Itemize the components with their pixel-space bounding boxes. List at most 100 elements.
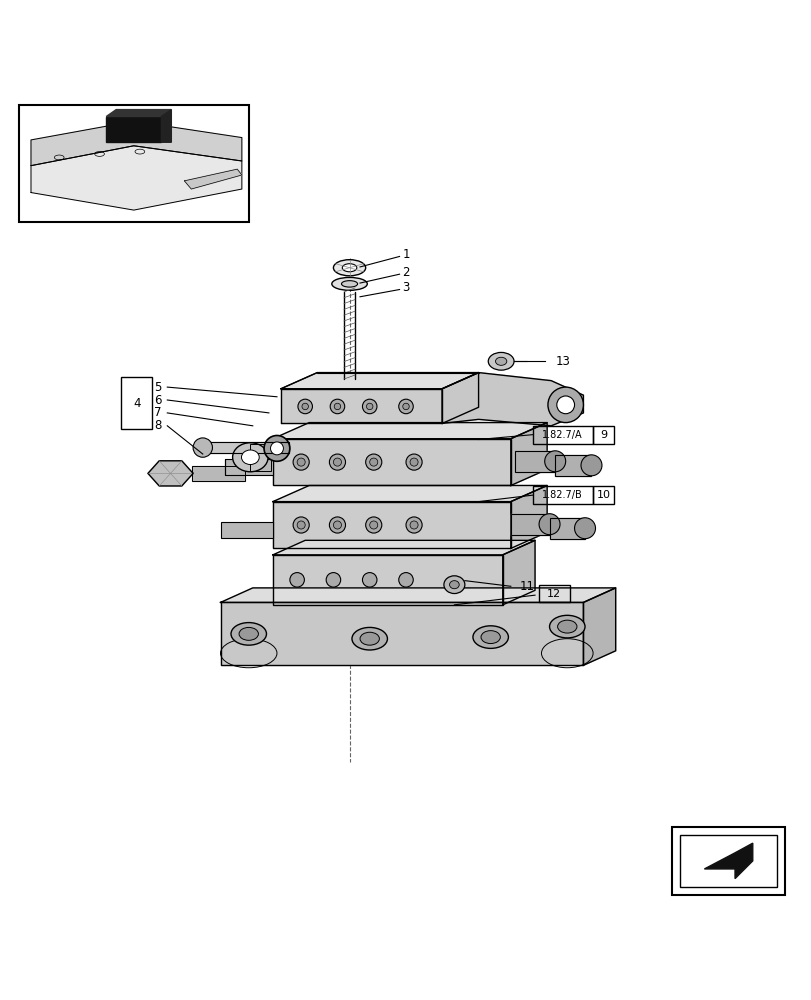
Polygon shape: [161, 110, 171, 142]
Text: 6: 6: [153, 394, 161, 407]
Bar: [514, 451, 555, 472]
Ellipse shape: [362, 399, 376, 414]
Text: 7: 7: [153, 406, 161, 419]
Polygon shape: [272, 485, 547, 502]
Ellipse shape: [581, 455, 601, 476]
Ellipse shape: [238, 627, 258, 640]
Ellipse shape: [359, 632, 379, 645]
Ellipse shape: [539, 514, 560, 535]
Bar: [672, 827, 784, 895]
Ellipse shape: [332, 277, 367, 290]
Ellipse shape: [302, 403, 308, 410]
Ellipse shape: [487, 352, 513, 370]
Bar: [539, 585, 569, 602]
Text: 12: 12: [547, 589, 560, 599]
Text: 1: 1: [401, 248, 410, 261]
Polygon shape: [510, 485, 547, 548]
Bar: [250, 444, 270, 471]
Text: 2: 2: [401, 266, 410, 279]
Ellipse shape: [270, 442, 283, 455]
Polygon shape: [555, 455, 590, 476]
Ellipse shape: [549, 615, 584, 638]
Ellipse shape: [290, 573, 304, 587]
Ellipse shape: [329, 454, 345, 470]
Ellipse shape: [297, 521, 305, 529]
Ellipse shape: [342, 264, 356, 272]
Bar: [272, 439, 510, 485]
Ellipse shape: [264, 435, 290, 461]
Ellipse shape: [406, 517, 422, 533]
Bar: [680, 835, 776, 887]
Polygon shape: [510, 514, 549, 535]
Polygon shape: [272, 423, 547, 439]
Polygon shape: [442, 373, 478, 423]
Polygon shape: [510, 423, 547, 485]
Ellipse shape: [193, 438, 212, 457]
Polygon shape: [514, 451, 555, 472]
Polygon shape: [582, 588, 615, 665]
Ellipse shape: [398, 573, 413, 587]
Bar: [592, 426, 613, 444]
Ellipse shape: [297, 458, 305, 466]
Ellipse shape: [410, 458, 418, 466]
Text: 1.82.7/A: 1.82.7/A: [542, 430, 582, 440]
Ellipse shape: [341, 281, 357, 287]
Ellipse shape: [326, 573, 341, 587]
Bar: [272, 555, 502, 605]
Polygon shape: [272, 555, 502, 605]
Ellipse shape: [365, 517, 381, 533]
Ellipse shape: [333, 458, 341, 466]
Ellipse shape: [369, 458, 377, 466]
Bar: [225, 459, 272, 475]
Polygon shape: [31, 146, 242, 210]
Ellipse shape: [362, 573, 376, 587]
Ellipse shape: [293, 517, 309, 533]
Ellipse shape: [574, 518, 594, 539]
Text: 4: 4: [133, 397, 140, 410]
Bar: [532, 486, 592, 504]
Text: 13: 13: [556, 355, 570, 368]
Ellipse shape: [333, 260, 365, 276]
Polygon shape: [272, 439, 510, 485]
Polygon shape: [272, 540, 534, 555]
Polygon shape: [192, 466, 244, 481]
Ellipse shape: [547, 387, 582, 423]
Ellipse shape: [232, 443, 268, 472]
Polygon shape: [106, 110, 171, 117]
Ellipse shape: [365, 454, 381, 470]
Text: 8: 8: [154, 419, 161, 432]
Ellipse shape: [556, 396, 574, 414]
Text: 9: 9: [599, 430, 607, 440]
Polygon shape: [281, 373, 478, 389]
Bar: [592, 486, 613, 504]
Ellipse shape: [366, 403, 372, 410]
Bar: [532, 426, 592, 444]
Polygon shape: [250, 444, 270, 471]
Ellipse shape: [410, 521, 418, 529]
Bar: [549, 518, 584, 539]
Bar: [221, 522, 272, 538]
Ellipse shape: [351, 627, 387, 650]
Ellipse shape: [472, 626, 508, 648]
Ellipse shape: [557, 620, 577, 633]
Ellipse shape: [480, 631, 500, 644]
Ellipse shape: [329, 517, 345, 533]
Ellipse shape: [398, 399, 413, 414]
Bar: [192, 466, 244, 481]
Ellipse shape: [293, 454, 309, 470]
Polygon shape: [281, 389, 442, 423]
Polygon shape: [184, 169, 242, 189]
Polygon shape: [272, 502, 510, 548]
Bar: [221, 602, 582, 665]
Ellipse shape: [369, 521, 377, 529]
Ellipse shape: [449, 581, 459, 589]
Bar: [19, 105, 248, 222]
Polygon shape: [106, 117, 161, 142]
Ellipse shape: [402, 403, 409, 410]
Polygon shape: [31, 121, 242, 166]
Ellipse shape: [241, 450, 259, 465]
Ellipse shape: [298, 399, 312, 414]
Ellipse shape: [230, 623, 266, 645]
Text: 5: 5: [154, 381, 161, 394]
Ellipse shape: [330, 399, 345, 414]
